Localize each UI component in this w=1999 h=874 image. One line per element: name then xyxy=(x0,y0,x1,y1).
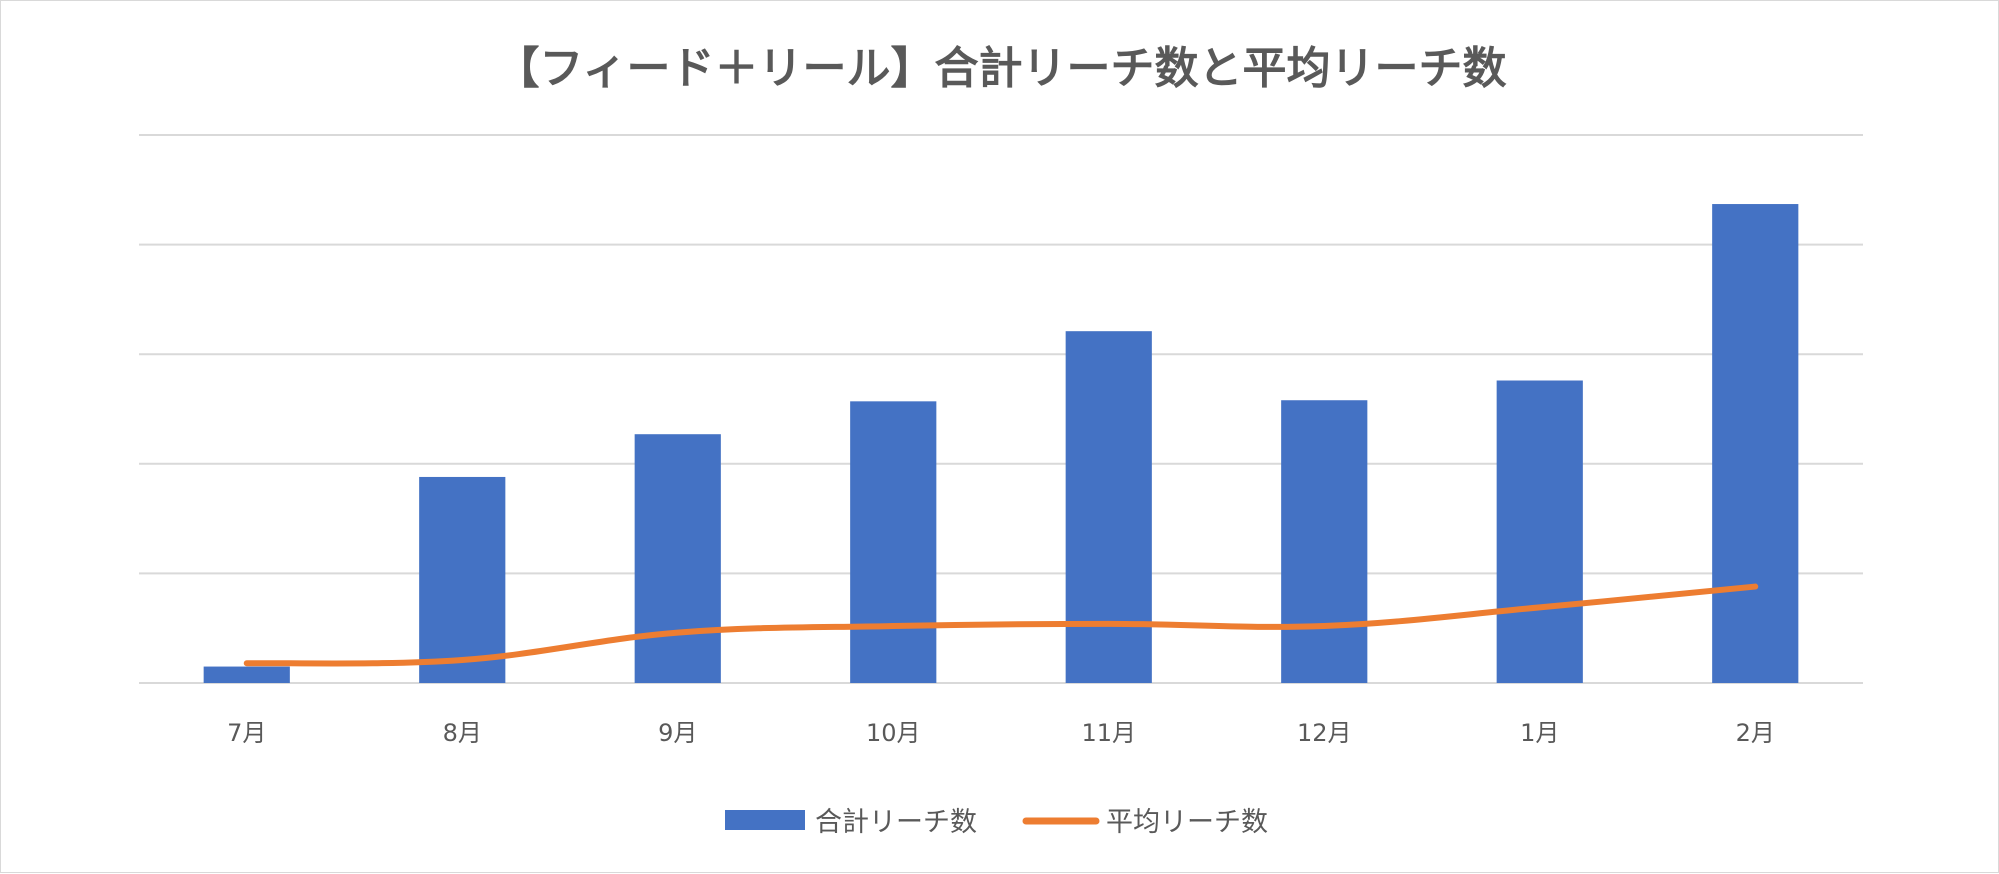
bar xyxy=(1281,400,1367,683)
x-tick-label: 12月 xyxy=(1297,719,1352,747)
bar xyxy=(635,434,721,683)
x-tick-label: 2月 xyxy=(1736,719,1775,747)
x-tick-label: 7月 xyxy=(227,719,266,747)
legend-swatch-bar xyxy=(725,810,805,830)
bar xyxy=(1066,331,1152,683)
bar xyxy=(1497,381,1583,683)
bar xyxy=(204,667,290,683)
x-tick-label: 1月 xyxy=(1520,719,1559,747)
legend-label-bar: 合計リーチ数 xyxy=(815,807,977,838)
x-tick-label: 10月 xyxy=(866,719,921,747)
bar xyxy=(419,477,505,683)
x-tick-label: 11月 xyxy=(1081,719,1136,747)
legend: 合計リーチ数 平均リーチ数 xyxy=(725,807,1268,838)
x-tick-label: 9月 xyxy=(658,719,697,747)
legend-label-line: 平均リーチ数 xyxy=(1106,807,1268,838)
bar xyxy=(1712,204,1798,683)
bar xyxy=(850,401,936,683)
chart-title: 【フィード＋リール】合計リーチ数と平均リーチ数 xyxy=(495,43,1506,94)
x-axis-ticks: 7月 8月 9月 10月 11月 12月 1月 2月 xyxy=(227,719,1775,747)
x-tick-label: 8月 xyxy=(443,719,482,747)
bar-series xyxy=(204,204,1799,683)
